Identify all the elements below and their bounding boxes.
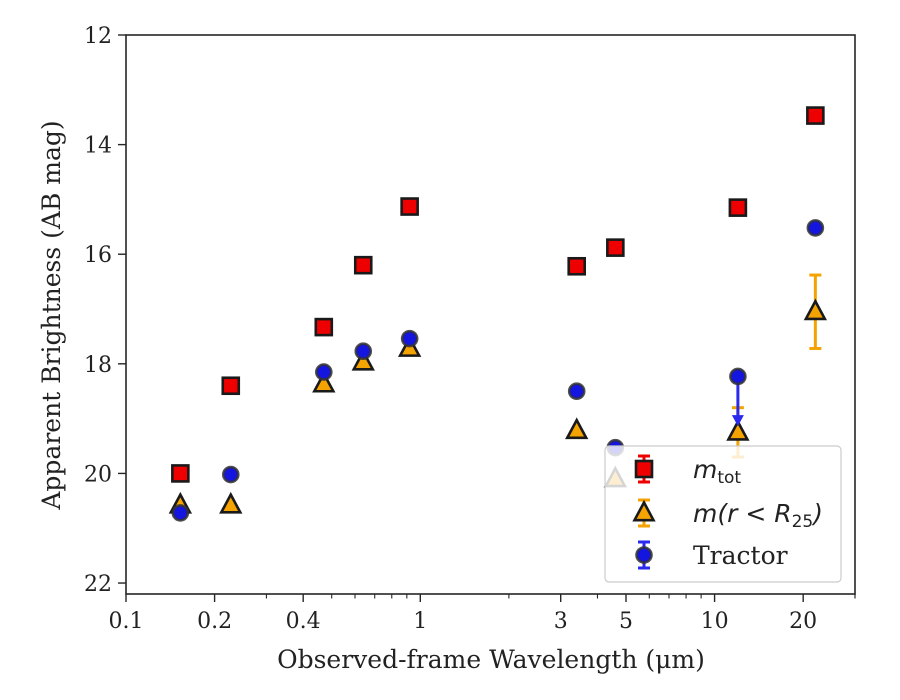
data-point <box>314 317 334 337</box>
data-point <box>729 367 747 386</box>
data-point <box>351 348 375 371</box>
series-mtot <box>171 106 825 483</box>
data-point <box>221 376 241 396</box>
x-tick-label: 0.2 <box>197 609 232 634</box>
legend-label: mtot <box>693 455 741 488</box>
axes-frame <box>125 34 856 595</box>
legend-label: Tractor <box>693 541 788 570</box>
data-point <box>803 298 828 321</box>
x-tick-label: 3 <box>554 609 568 634</box>
data-point <box>171 464 190 483</box>
legend-marker <box>635 546 653 564</box>
y-tick-label: 16 <box>84 243 112 268</box>
data-point <box>806 219 825 237</box>
y-tick-label: 20 <box>84 462 112 487</box>
data-point <box>400 197 419 216</box>
y-tick-label: 22 <box>84 572 112 597</box>
legend-marker <box>632 499 656 522</box>
legend-entry-mr25: m(r < R25) <box>632 498 823 532</box>
data-point <box>221 465 240 484</box>
y-tick-label: 18 <box>84 353 112 378</box>
data-point <box>353 255 373 275</box>
data-point <box>314 363 333 381</box>
upper-limit-arrow <box>731 415 744 427</box>
y-tick-label: 14 <box>84 134 112 159</box>
legend-entry-tractor: Tractor <box>635 540 788 570</box>
x-tick-label: 0.1 <box>109 609 144 634</box>
data-point <box>565 417 589 440</box>
data-point <box>606 238 625 257</box>
x-tick-label: 1 <box>413 609 427 634</box>
data-point <box>728 198 748 217</box>
x-axis-label: Observed-frame Wavelength (μm) <box>277 645 705 674</box>
data-point <box>354 342 373 361</box>
legend-label: m(r < R25) <box>693 499 823 532</box>
data-point <box>567 256 587 276</box>
axes: 0.1 0.2 0.4 1 3 5 10 20 12 14 16 18 20 22 <box>84 24 856 634</box>
legend-entry-mtot: mtot <box>634 454 741 488</box>
data-point <box>219 491 243 514</box>
x-tick-label: 5 <box>619 609 633 634</box>
legend: mtot m(r < R25) Tractor <box>604 445 842 583</box>
data-point <box>171 504 190 522</box>
legend-box <box>604 445 842 583</box>
y-axis-label: Apparent Brightness (AB mag) <box>37 120 66 510</box>
x-tick-label: 20 <box>789 609 817 634</box>
data-point <box>312 370 336 393</box>
data-point <box>400 329 419 348</box>
y-tick-label: 12 <box>84 24 112 49</box>
data-point <box>567 382 586 401</box>
legend-marker <box>634 459 654 479</box>
x-tick-label: 0.4 <box>286 609 321 634</box>
data-point <box>806 106 825 125</box>
data-point <box>726 419 750 441</box>
plot-area <box>168 106 828 522</box>
x-tick-label: 10 <box>701 609 729 634</box>
